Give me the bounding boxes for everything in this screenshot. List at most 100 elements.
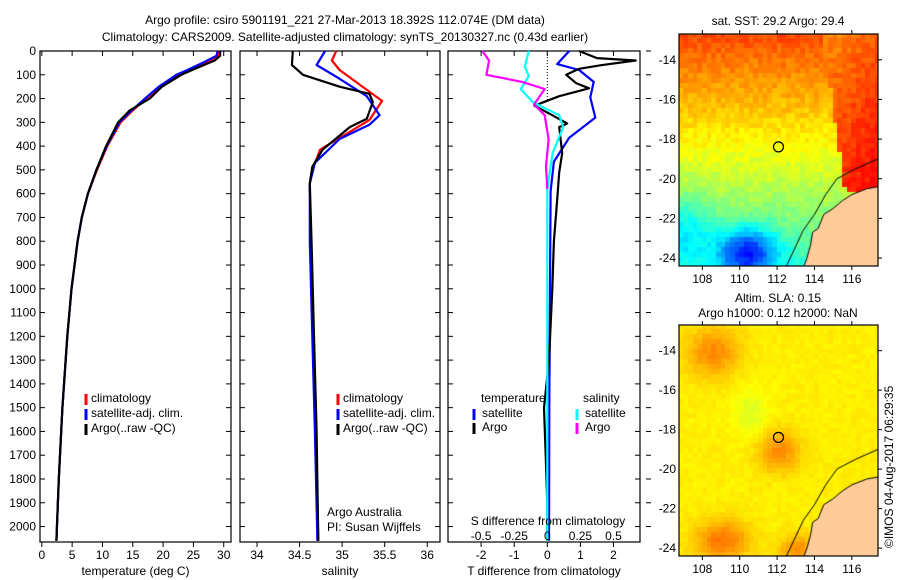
sst-map-xtick-label: 116 [842,272,861,286]
legend-title-salinity: salinity [583,391,620,405]
salinity-xtick-label: 34 [250,548,264,562]
argo-position-marker [772,141,785,153]
salinity-xtick-label: 36 [421,548,435,562]
temperature-xtick-label: 10 [96,548,110,562]
difference-series-s-satellite [519,50,565,541]
salinity-xtick-label: 34.5 [288,548,312,562]
temperature-series-argo-raw-qc- [55,51,222,541]
salinity-series-satellite-adj-clim- [308,50,381,541]
temperature-xtick-label: 25 [187,548,201,562]
salinity-xlabel: salinity [322,564,359,578]
depth-tick-label: 700 [16,210,36,224]
sla-map-ytick-label: -24 [659,541,677,555]
legend-label: Argo(..raw -QC) [343,421,428,435]
sla-map-ytick-label: -18 [659,423,677,437]
depth-tick-label: 800 [16,234,36,248]
depth-tick-label: 300 [16,115,36,129]
difference-xtick-label: 1 [577,548,584,562]
sst-map-image [679,34,878,266]
depth-tick-label: 1100 [10,306,36,320]
argo-australia-label: Argo Australia [327,505,402,519]
depth-tick-label: 200 [16,92,36,106]
sla-map-subtitle: Argo h1000: 0.12 h2000: NaN [698,306,857,320]
sst-map-ytick-label: -24 [659,251,677,265]
legend-label: satellite [482,406,523,420]
figure-title-line2: Climatology: CARS2009. Satellite-adjuste… [102,30,588,44]
temperature-xtick-label: 15 [126,548,140,562]
imos-timestamp: ©IMOS 04-Aug-2017 06:29:35 [882,385,896,548]
depth-tick-label: 1800 [9,472,36,486]
temperature-plot-frame [39,50,232,543]
legend-label: satellite-adj. clim. [343,406,435,420]
salinity-xtick-label: 35 [335,548,349,562]
temperature-xtick-label: 0 [38,548,45,562]
salinity-diff-tick-label: 0.25 [569,529,593,543]
sla-map-xtick-label: 116 [842,562,861,576]
legend-label: Argo [585,420,611,434]
legend-label: Argo [482,420,508,434]
difference-xtick-label: -1 [509,548,520,562]
salinity-plot-frame [239,50,441,543]
salinity-xtick-label: 35.5 [373,548,397,562]
sst-map-ytick-label: -20 [659,172,677,186]
difference-xtick-label: 0 [544,548,551,562]
depth-tick-label: 1600 [9,424,36,438]
argo-position-marker [772,431,785,443]
depth-tick-label: 0 [29,44,36,58]
difference-xlabel: T difference from climatology [467,564,621,578]
sla-map-xtick-label: 110 [730,562,749,576]
sst-map-title: sat. SST: 29.2 Argo: 29.4 [712,14,845,28]
legend-label: satellite [585,406,626,420]
difference-series-s-argo [481,50,550,189]
sla-map-ytick-label: -22 [659,502,677,516]
temperature-xlabel: temperature (deg C) [81,564,189,578]
sla-map-xtick-label: 112 [768,562,787,576]
sst-map-ytick-label: -16 [659,92,677,106]
difference-xtick-label: 2 [610,548,617,562]
legend-title-temperature: temperature [481,391,546,405]
sst-map-xtick-label: 108 [692,272,712,286]
sla-map-ytick-label: -16 [659,383,677,397]
depth-tick-label: 1900 [9,496,36,510]
sst-map-ytick-label: -18 [659,132,677,146]
depth-tick-label: 100 [16,68,36,82]
temperature-series-satellite-adj-clim- [55,50,219,541]
sst-map-xtick-label: 114 [805,272,824,286]
depth-tick-label: 2000 [9,520,36,534]
sla-map-image [679,325,878,556]
sst-map-ytick-label: -22 [659,211,677,225]
depth-tick-label: 1500 [9,401,36,415]
depth-tick-label: 1000 [9,282,36,296]
temperature-series-climatology [55,50,221,541]
legend-label: climatology [91,391,151,405]
difference-x2label: S difference from climatology [471,514,626,528]
sst-map-frame [678,33,879,267]
depth-tick-label: 600 [16,187,36,201]
salinity-diff-tick-label: -0.5 [471,529,492,543]
legend-label: climatology [343,391,403,405]
sst-map-xtick-label: 112 [768,272,787,286]
sst-map-ytick-label: -14 [659,53,677,67]
sla-map-xtick-label: 108 [692,562,712,576]
legend-label: Argo(..raw -QC) [91,421,176,435]
temperature-xtick-label: 30 [217,548,231,562]
depth-tick-label: 400 [16,139,36,153]
sla-map-title: Altim. SLA: 0.15 [735,291,821,305]
salinity-diff-tick-label: 0.5 [605,529,622,543]
sla-map-ytick-label: -14 [659,344,677,358]
sst-map-xtick-label: 110 [730,272,749,286]
depth-tick-label: 1700 [9,448,36,462]
difference-plot-frame [447,50,641,543]
depth-tick-label: 1300 [9,353,36,367]
depth-tick-label: 900 [16,258,36,272]
depth-tick-label: 1200 [9,329,36,343]
depth-tick-label: 500 [16,163,36,177]
salinity-diff-tick-label: 0 [544,529,551,543]
temperature-xtick-label: 5 [69,548,76,562]
sla-map-xtick-label: 114 [805,562,824,576]
difference-series-t-satellite [547,50,597,541]
temperature-xtick-label: 20 [156,548,170,562]
sla-map-frame [678,324,879,557]
sla-map-ytick-label: -20 [659,462,677,476]
